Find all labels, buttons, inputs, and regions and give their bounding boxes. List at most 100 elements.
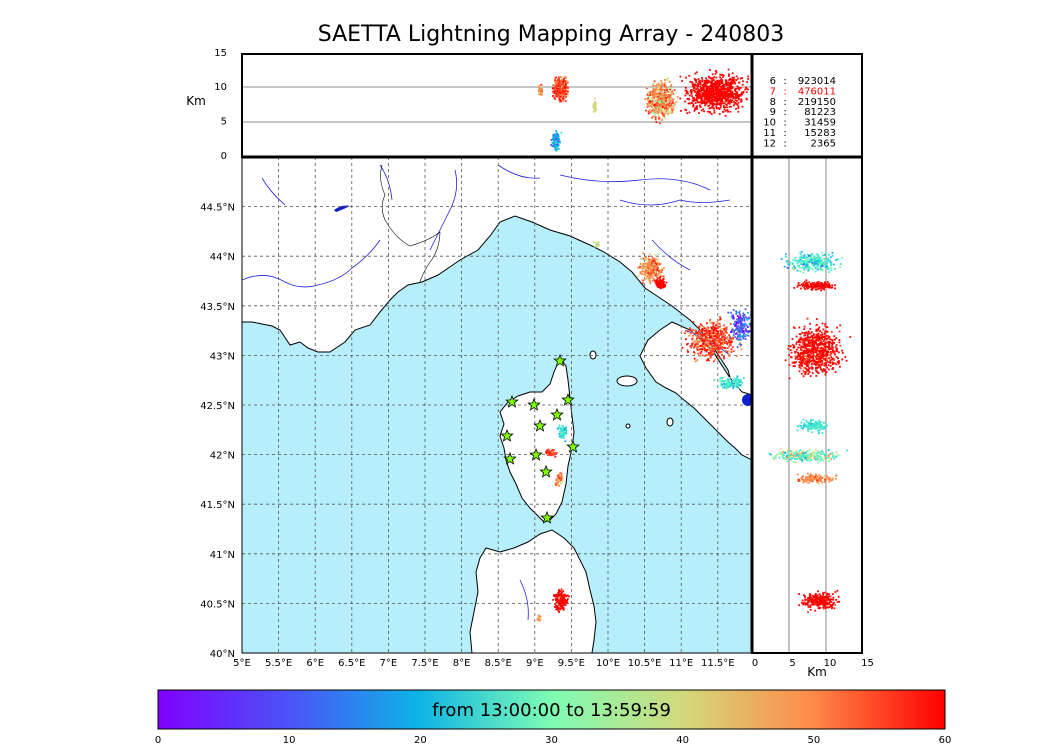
lightning-source: [552, 134, 555, 137]
lightning-source: [655, 95, 658, 98]
lightning-source: [553, 146, 556, 149]
lightning-source: [667, 107, 669, 110]
lightning-source: [710, 83, 712, 86]
lightning-source: [780, 453, 782, 455]
lightning-source: [560, 481, 563, 483]
lightning-source: [802, 369, 805, 372]
lightning-source: [660, 281, 662, 284]
lightning-source: [732, 309, 735, 311]
lightning-source: [654, 90, 657, 92]
lightning-source: [641, 273, 644, 275]
lightning-source: [736, 85, 739, 88]
lightning-source: [821, 359, 824, 362]
lightning-source: [809, 340, 812, 343]
lightning-source: [794, 256, 797, 259]
lightning-source: [555, 478, 557, 481]
lightning-source: [699, 345, 702, 347]
lightning-source: [691, 95, 693, 97]
lightning-source: [819, 360, 822, 363]
lightning-source: [639, 272, 642, 275]
lightning-source: [647, 272, 649, 275]
lightning-source: [554, 95, 557, 97]
lightning-source: [655, 100, 658, 103]
lightning-source: [811, 367, 814, 370]
lightning-source: [559, 590, 562, 593]
lightning-source: [705, 344, 707, 347]
lightning-source: [720, 328, 723, 330]
lightning-source: [800, 359, 803, 362]
lightning-source: [561, 90, 563, 93]
lightning-source: [798, 326, 801, 329]
lightning-source: [688, 98, 690, 101]
lightning-source: [796, 356, 798, 359]
lightning-source: [662, 278, 665, 281]
lightning-source: [747, 317, 750, 320]
lightning-source: [553, 595, 556, 598]
lightning-source: [554, 148, 557, 151]
lightning-source: [788, 354, 790, 356]
lightning-source: [715, 330, 718, 332]
lightning-source: [637, 275, 640, 277]
lightning-source: [557, 483, 559, 486]
lightning-source: [731, 86, 733, 88]
lightning-source: [656, 267, 659, 270]
lightning-source: [565, 89, 568, 92]
lightning-source: [651, 276, 654, 279]
lightning-source: [835, 455, 837, 458]
lightning-source: [810, 331, 813, 334]
lightning-source: [747, 88, 749, 91]
lightning-source: [646, 273, 649, 276]
lightning-source: [805, 425, 808, 428]
lightning-source: [654, 254, 657, 256]
lightning-source: [715, 90, 718, 93]
lightning-source: [651, 104, 654, 107]
lightning-source: [830, 453, 833, 455]
lightning-source: [664, 81, 667, 84]
lightning-source: [699, 332, 702, 334]
lightning-source: [593, 110, 595, 113]
lightning-source: [692, 87, 695, 90]
lightning-source: [554, 482, 557, 485]
station-star-icon: [540, 510, 554, 524]
lightning-source: [703, 347, 706, 350]
lightning-source: [693, 97, 695, 99]
lightning-source: [719, 82, 721, 84]
lightning-source: [796, 454, 798, 457]
lightning-source: [739, 316, 742, 319]
lightning-source: [724, 114, 727, 117]
lightning-source: [738, 87, 740, 90]
lightning-source: [659, 92, 661, 95]
lightning-source: [808, 345, 811, 348]
lightning-source: [655, 87, 658, 90]
lightning-source: [713, 341, 716, 344]
lightning-source: [836, 361, 839, 363]
lightning-source: [792, 267, 794, 270]
lightning-source: [554, 595, 557, 598]
lightning-source: [723, 336, 726, 338]
lightning-source: [665, 87, 668, 89]
lightning-source: [700, 97, 703, 99]
lightning-source: [648, 262, 651, 264]
lightning-source: [558, 96, 561, 99]
lightning-source: [695, 71, 698, 74]
lightning-source: [723, 357, 725, 360]
lightning-source: [815, 324, 818, 327]
lightning-source: [807, 450, 809, 453]
lightning-source: [828, 286, 831, 289]
lightning-source: [717, 334, 720, 337]
lightning-source: [655, 266, 658, 269]
lightning-source: [646, 86, 649, 89]
lightning-source: [797, 346, 800, 349]
lightning-source: [699, 95, 702, 97]
lightning-source: [658, 284, 660, 286]
lightning-source: [563, 597, 565, 599]
lightning-source: [671, 109, 674, 111]
lightning-source: [814, 260, 817, 263]
lightning-source: [835, 451, 838, 454]
elba-island: [616, 375, 638, 387]
lightning-source: [735, 312, 738, 315]
lightning-source: [669, 97, 672, 100]
lightning-source: [819, 338, 821, 341]
lightning-source: [725, 91, 727, 93]
lightning-source: [819, 425, 822, 428]
